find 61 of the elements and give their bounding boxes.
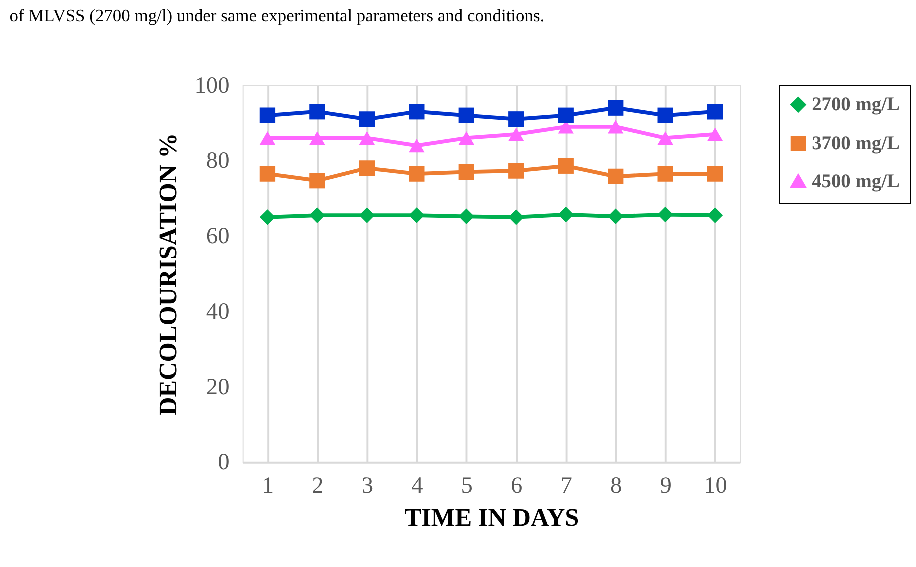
point (458, 164, 474, 180)
y-tick-label: 20 (206, 374, 230, 400)
point (409, 166, 425, 182)
point (359, 131, 376, 146)
y-tick-label: 60 (206, 224, 230, 250)
x-tick-label: 8 (610, 472, 622, 499)
point (409, 104, 425, 120)
y-tick-label: 80 (206, 148, 230, 174)
y-tick-label: 100 (194, 72, 230, 99)
x-tick-label: 4 (412, 472, 424, 499)
x-axis-title: TIME IN DAYS (404, 504, 580, 532)
point (707, 128, 724, 142)
y-axis-title: DECOLOURISATION % (154, 133, 182, 416)
point (260, 108, 276, 124)
point (458, 208, 474, 224)
x-tick-label: 6 (511, 472, 523, 499)
point (608, 168, 624, 185)
point (409, 139, 425, 153)
x-tick-label: 3 (362, 472, 374, 499)
point (508, 163, 524, 179)
point (707, 104, 724, 120)
point (558, 206, 574, 223)
point (310, 131, 326, 146)
point (558, 158, 574, 174)
legend-label: 3700 mg/L (812, 134, 900, 155)
point (458, 131, 474, 146)
point (558, 108, 574, 124)
x-tick-label: 5 (461, 472, 473, 499)
point (658, 206, 674, 223)
point (508, 128, 524, 142)
point (658, 131, 674, 146)
point (310, 104, 326, 120)
point (458, 108, 474, 124)
y-tick-label: 40 (206, 298, 230, 325)
point (409, 208, 425, 224)
point (359, 208, 376, 224)
point (707, 208, 724, 224)
y-tick-label: 0 (218, 450, 230, 476)
x-tick-label: 10 (704, 472, 728, 499)
point (359, 160, 376, 176)
point (508, 210, 524, 226)
point (260, 210, 276, 226)
point (310, 208, 326, 224)
point (608, 120, 624, 134)
text: of MLVSS (2700 mg/l) under same experimental parameters and conditions. (10, 5, 545, 26)
point (508, 112, 524, 128)
x-tick-label: 7 (560, 472, 572, 499)
legend-label: 2700 mg/L (812, 94, 900, 116)
legend-label: 4500 mg/L (812, 171, 900, 192)
point (707, 166, 724, 182)
point (658, 108, 674, 124)
point (658, 166, 674, 182)
point (608, 100, 624, 116)
point (310, 173, 326, 189)
point (260, 131, 276, 146)
x-tick-label: 1 (262, 472, 274, 499)
x-tick-label: 9 (660, 472, 672, 499)
point (359, 112, 376, 128)
point (608, 208, 624, 224)
point (260, 166, 276, 182)
x-tick-label: 2 (312, 472, 324, 499)
